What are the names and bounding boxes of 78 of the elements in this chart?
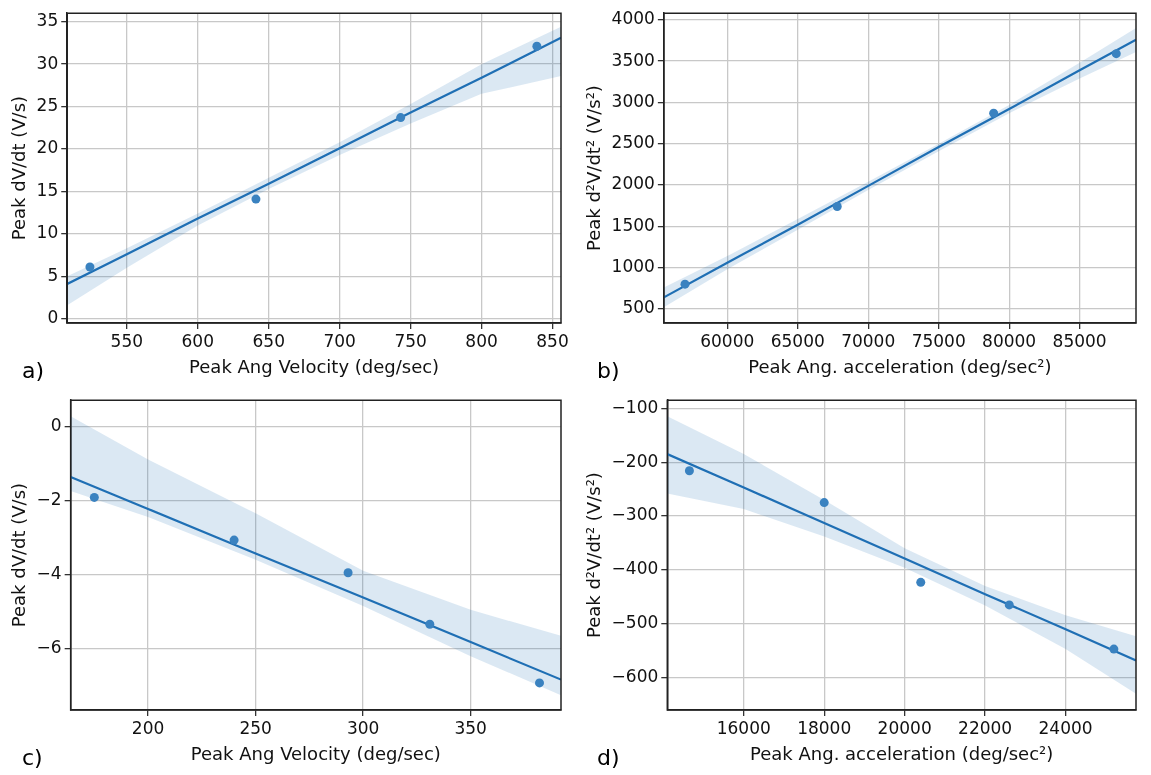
point [534,678,544,688]
point [989,108,999,118]
point [916,577,926,587]
y-tick-label: 25 [36,94,59,115]
x-tick-label: 60000 [700,330,755,351]
x-tick-label: 80000 [982,330,1037,351]
y-tick-label: 2500 [611,132,655,153]
y-tick-label: 2000 [611,173,655,194]
y-tick-label: −500 [611,612,659,633]
point [819,498,829,508]
text: d) [597,744,620,770]
y-axis-title: Peak dV/dt (V/s) [8,482,30,628]
x-tick-label: 24000 [1038,717,1093,738]
point [1111,49,1121,59]
x-tick-label: 85000 [1052,330,1107,351]
point [229,535,239,545]
x-tick-label: 20000 [877,717,932,738]
point [832,202,842,212]
y-tick-label: 0 [47,307,59,328]
y-tick-label: −100 [611,396,659,417]
y-tick-label: 5 [47,264,59,285]
x-tick-label: 75000 [911,330,966,351]
y-tick-label: 10 [36,222,59,243]
y-tick-label: −200 [611,450,659,471]
y-tick-label: 3500 [611,49,655,70]
y-tick-label: 1500 [611,214,655,235]
x-axis-title: Peak Ang. acceleration (deg/sec²) [750,742,1054,764]
x-axis-title: Peak Ang. acceleration (deg/sec²) [748,355,1052,377]
x-tick-label: 550 [110,330,144,351]
y-tick-label: −4 [36,563,62,583]
y-tick-label: 0 [50,414,62,435]
text: c) [22,744,43,770]
point [343,568,353,578]
y-axis-title: Peak d²V/dt² (V/s²) [583,85,605,252]
y-axis-title: Peak d²V/dt² (V/s²) [583,472,605,639]
x-tick-label: 18000 [797,717,852,738]
x-tick-label: 800 [465,330,498,351]
point [89,492,99,502]
y-tick-label: 500 [622,297,655,318]
x-tick-label: 600 [181,330,214,351]
x-tick-label: 65000 [770,330,825,351]
x-tick-label: 200 [131,717,165,738]
x-tick-label: 850 [536,330,569,351]
x-tick-label: 350 [454,717,487,738]
point [1109,644,1119,654]
text: a) [22,357,45,383]
point [396,113,406,123]
x-tick-label: 70000 [841,330,896,351]
y-tick-label: −400 [611,558,659,579]
y-tick-label: −300 [611,504,659,525]
point [684,466,694,476]
point [680,279,690,289]
point [425,619,435,629]
y-axis-title: Peak dV/dt (V/s) [8,95,30,241]
y-tick-label: 20 [36,137,59,158]
x-tick-label: 22000 [958,717,1013,738]
y-tick-label: 35 [36,10,59,31]
point [532,41,542,51]
y-tick-label: −600 [611,666,659,687]
x-tick-label: 300 [346,717,380,738]
y-tick-label: 30 [36,52,59,73]
text: b) [597,357,620,383]
y-tick-label: 4000 [611,8,655,29]
y-tick-label: −2 [36,488,62,509]
point [251,194,261,204]
y-tick-label: 3000 [611,90,655,111]
x-tick-label: 750 [394,330,427,351]
point [1004,600,1014,610]
y-tick-label: 1000 [611,256,655,277]
x-tick-label: 16000 [716,717,771,738]
y-tick-label: 15 [36,179,59,200]
x-axis-title: Peak Ang Velocity (deg/sec) [190,742,441,764]
x-tick-label: 250 [239,717,272,738]
x-tick-label: 700 [323,330,356,351]
x-tick-label: 650 [252,330,285,351]
point [85,262,95,272]
y-tick-label: −6 [36,637,62,658]
x-axis-title: Peak Ang Velocity (deg/sec) [189,355,440,377]
